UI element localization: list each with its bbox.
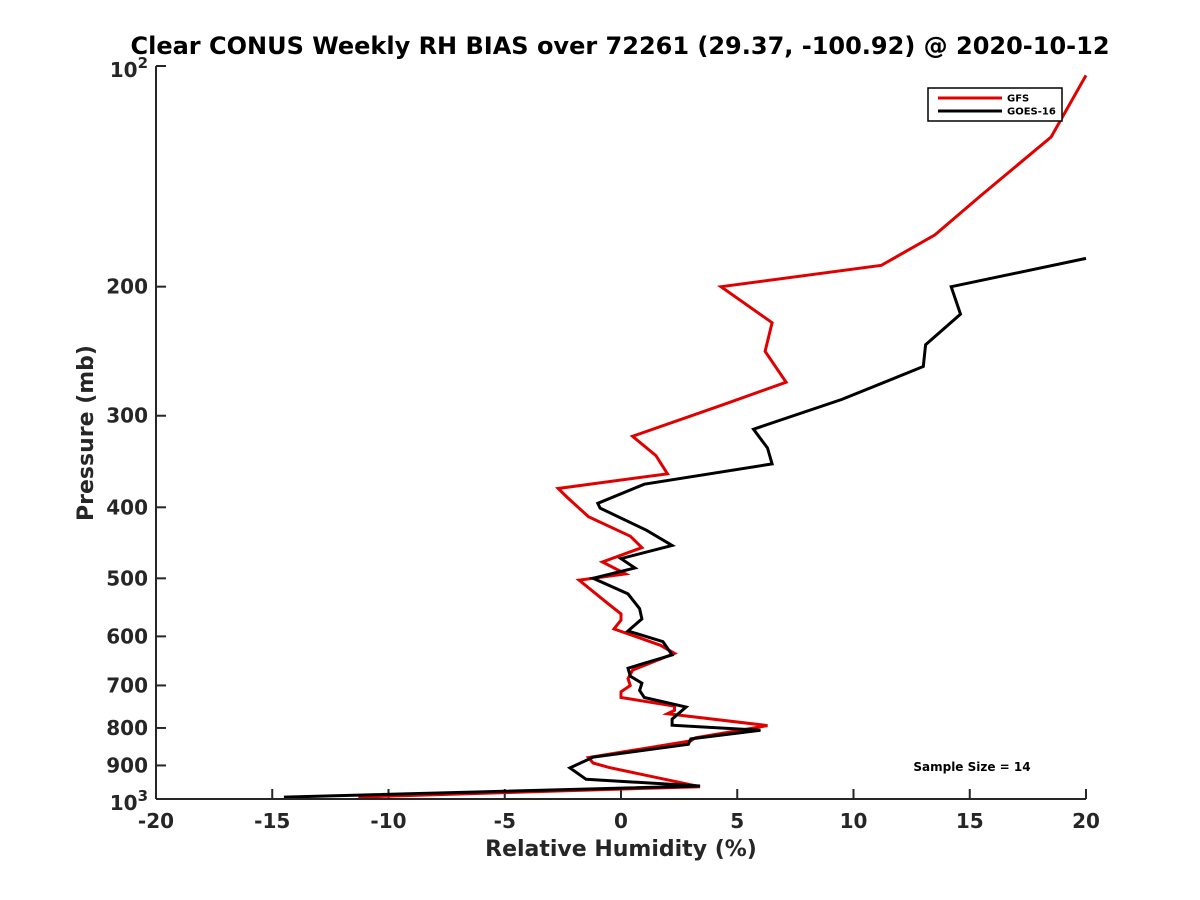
x-tick-label: 10 (840, 809, 868, 833)
y-tick-label: 500 (106, 566, 148, 590)
chart-title: Clear CONUS Weekly RH BIAS over 72261 (2… (130, 32, 1109, 60)
x-tick-label: -15 (254, 809, 290, 833)
legend-entry-label: GOES-16 (1007, 107, 1056, 118)
y-tick-label: 600 (106, 624, 148, 648)
x-tick-label: -5 (494, 809, 516, 833)
y-tick-label: 300 (106, 404, 148, 428)
y-tick-label: 400 (106, 495, 148, 519)
sample-size-annotation: Sample Size = 14 (913, 760, 1030, 774)
y-axis-label: Pressure (mb) (74, 345, 99, 521)
series-line-gfs (358, 74, 1088, 799)
legend: GFS GOES-16 (927, 87, 1063, 122)
x-axis-ticks: -20 -15 -10 -5 0 5 10 15 20 (138, 789, 1100, 833)
series-layer (283, 74, 1088, 799)
x-tick-label: 5 (730, 809, 744, 833)
x-tick-label: 0 (614, 809, 628, 833)
x-axis-label: Relative Humidity (%) (485, 837, 757, 862)
x-tick-label: 20 (1072, 809, 1100, 833)
y-tick-label: 900 (106, 753, 148, 777)
series-line-goes-16 (283, 256, 1087, 799)
y-tick-label: 800 (106, 716, 148, 740)
legend-entry-label: GFS (1007, 94, 1029, 105)
x-tick-label: -10 (370, 809, 406, 833)
y-tick-label: 700 (106, 673, 148, 697)
y-tick-label: 200 (106, 275, 148, 299)
x-tick-label: 15 (956, 809, 984, 833)
y-tick-label: 103 (110, 787, 148, 815)
x-tick-label: -20 (138, 809, 174, 833)
legend-box (927, 87, 1063, 122)
y-axis-ticks: 102 200 300 400 500 600 700 800 900 103 (106, 54, 166, 815)
y-tick-label: 102 (110, 54, 148, 82)
